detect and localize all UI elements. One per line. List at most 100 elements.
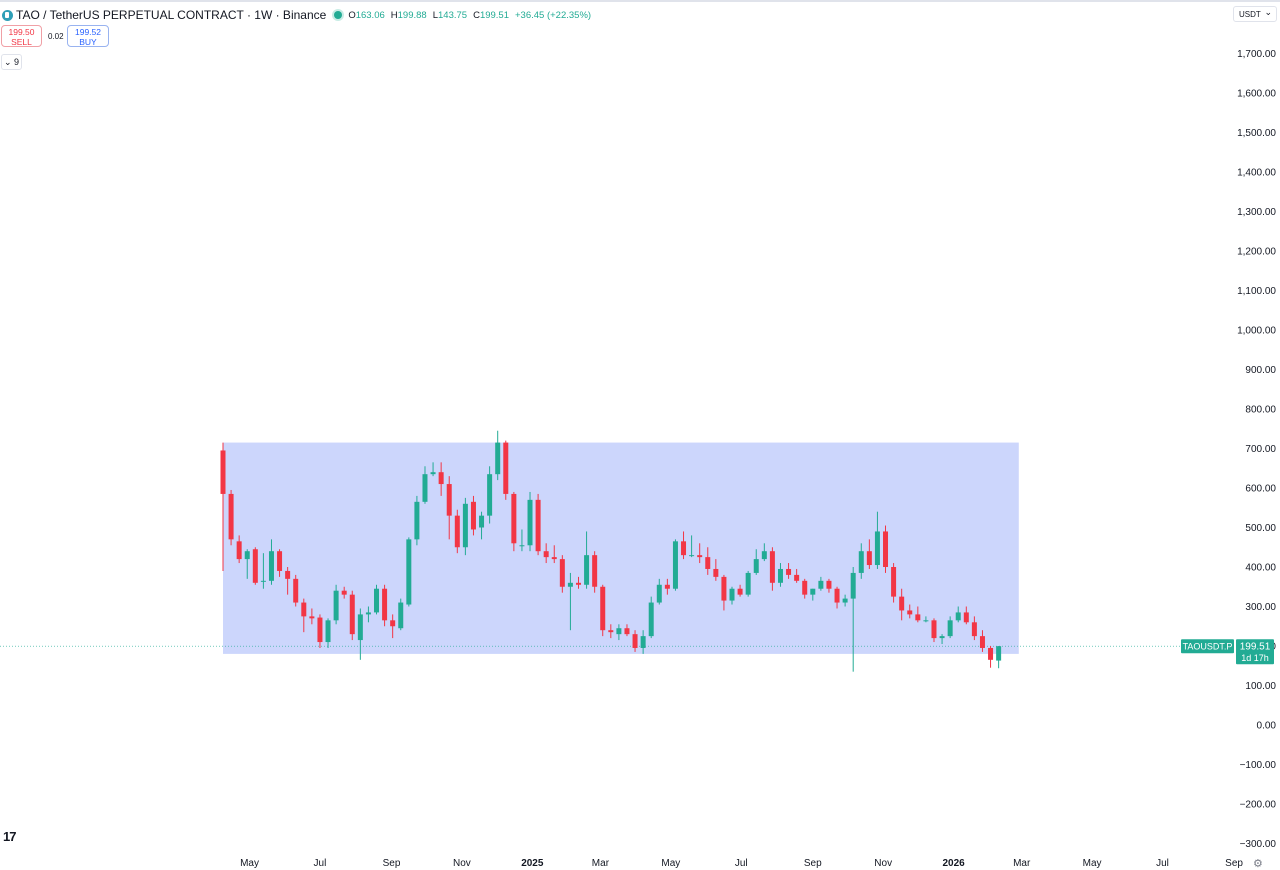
- y-tick-label: 1,300.00: [1237, 207, 1276, 218]
- sell-label: SELL: [11, 37, 32, 47]
- tradingview-logo-icon[interactable]: 17: [3, 829, 17, 844]
- x-tick-label: May: [661, 858, 680, 869]
- last-price-badge: [1236, 639, 1274, 665]
- ticker-badge: [1181, 639, 1234, 654]
- y-tick-label: 1,600.00: [1237, 89, 1276, 100]
- candle-body: [947, 620, 953, 637]
- y-tick-label: 1,200.00: [1237, 247, 1276, 258]
- candle-body: [495, 442, 501, 475]
- candle-body: [374, 588, 380, 613]
- candle-body: [907, 610, 913, 615]
- candle-body: [575, 582, 581, 585]
- candle-body: [341, 590, 347, 595]
- candle-body: [689, 555, 695, 557]
- x-tick-label: Jul: [735, 858, 748, 869]
- candle-body: [624, 628, 630, 635]
- candle-body: [470, 501, 476, 530]
- ohlc-open: O163.06: [348, 9, 385, 21]
- candle-body: [543, 551, 549, 558]
- buy-price: 199.52: [75, 27, 101, 37]
- buy-label: BUY: [79, 37, 97, 47]
- y-tick-label: 400.00: [1245, 563, 1276, 574]
- y-tick-label: 900.00: [1245, 365, 1276, 376]
- spread-value: 0.02: [48, 32, 64, 41]
- y-tick-label: 100.00: [1245, 681, 1276, 692]
- sell-price: 199.50: [8, 27, 35, 37]
- candle-body: [268, 551, 274, 581]
- candle-body: [632, 634, 638, 648]
- candle-body: [559, 559, 565, 587]
- candle-body: [834, 588, 840, 603]
- indicators-toggle[interactable]: ⌄ 9: [1, 54, 22, 70]
- candle-body: [842, 598, 848, 603]
- candle-body: [786, 568, 792, 575]
- y-tick-label: 1,000.00: [1237, 326, 1276, 337]
- candle-body: [971, 622, 977, 637]
- y-tick-label: 800.00: [1245, 405, 1276, 416]
- x-tick-label: May: [1083, 858, 1102, 869]
- candle-body: [414, 501, 420, 540]
- candle-body: [705, 557, 711, 569]
- candle-body: [382, 588, 388, 621]
- gear-icon[interactable]: ⚙: [1253, 858, 1263, 870]
- candle-body: [398, 602, 404, 629]
- candle-body: [697, 555, 703, 558]
- x-tick-label: Sep: [383, 858, 401, 869]
- buy-button[interactable]: 199.52 BUY: [67, 25, 109, 47]
- candle-body: [479, 515, 485, 528]
- candle-body: [228, 493, 234, 540]
- candle-body: [729, 588, 735, 601]
- candle-body: [883, 531, 889, 567]
- candle-body: [672, 541, 678, 589]
- currency-selector[interactable]: USDT: [1233, 4, 1277, 22]
- candle-body: [866, 551, 872, 566]
- candle-body: [939, 636, 945, 639]
- y-tick-label: 1,500.00: [1237, 128, 1276, 139]
- y-tick-label: 1,700.00: [1237, 49, 1276, 60]
- candle-body: [737, 588, 743, 595]
- x-tick-label: 2025: [521, 858, 544, 869]
- y-tick-label: 1,400.00: [1237, 168, 1276, 179]
- candle-body: [325, 620, 331, 643]
- candle-body: [592, 555, 598, 587]
- sell-button[interactable]: 199.50 SELL: [1, 25, 42, 47]
- candle-body: [955, 612, 961, 621]
- candle-body: [858, 551, 864, 573]
- candle-body: [584, 555, 590, 585]
- price-change: +36.45 (+22.35%): [515, 9, 592, 21]
- candle-body: [357, 614, 363, 641]
- candle-body: [713, 568, 719, 577]
- candle-body: [333, 590, 339, 621]
- range-box: [223, 442, 1019, 654]
- candle-body: [317, 617, 323, 643]
- candle-body: [963, 612, 969, 623]
- x-tick-label: Mar: [592, 858, 610, 869]
- candle-body: [236, 541, 242, 560]
- candle-body: [390, 620, 396, 627]
- x-tick-label: Jul: [1156, 858, 1169, 869]
- y-tick-label: 700.00: [1245, 444, 1276, 455]
- candle-body: [979, 636, 985, 648]
- candle-body: [769, 551, 775, 583]
- candle-body: [260, 580, 266, 582]
- candle-body: [915, 614, 921, 621]
- candle-body: [656, 584, 662, 603]
- candle-body: [777, 568, 783, 583]
- candle-body: [826, 580, 832, 589]
- x-tick-label: Mar: [1013, 858, 1031, 869]
- chart-header: TAO / TetherUS PERPETUAL CONTRACT · 1W ·…: [2, 7, 591, 23]
- candle-body: [446, 484, 452, 516]
- y-tick-label: 1,100.00: [1237, 286, 1276, 297]
- y-tick-label: −200.00: [1240, 800, 1277, 811]
- y-tick-label: −100.00: [1240, 760, 1277, 771]
- candle-body: [616, 628, 622, 635]
- candle-body: [753, 559, 759, 573]
- candle-body: [349, 594, 355, 635]
- last-price-value: 199.51: [1240, 642, 1271, 653]
- candle-body: [220, 450, 226, 494]
- candle-body: [664, 584, 670, 589]
- candle-body: [850, 572, 856, 599]
- symbol-title[interactable]: TAO / TetherUS PERPETUAL CONTRACT · 1W ·…: [16, 8, 327, 22]
- candle-body: [519, 545, 525, 547]
